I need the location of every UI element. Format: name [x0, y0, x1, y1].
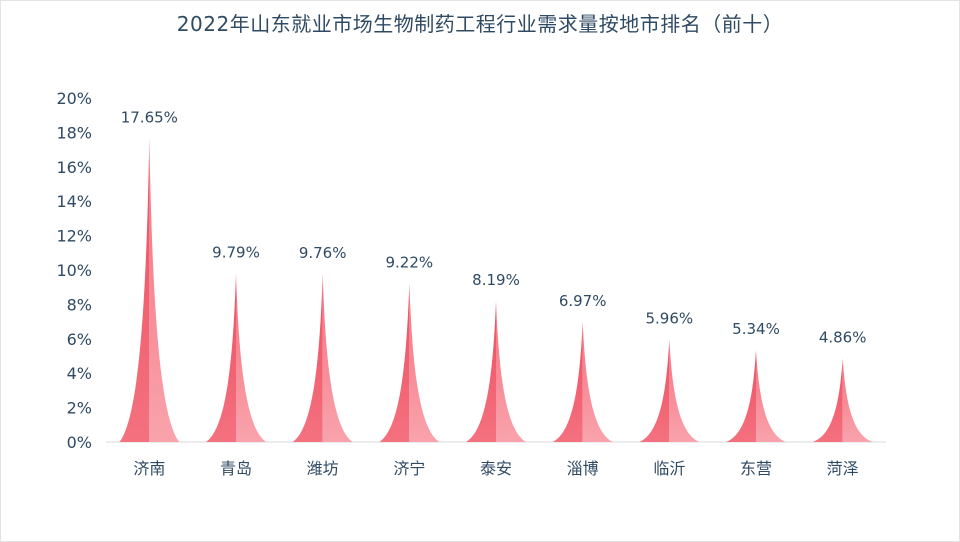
peak-left-face: [726, 350, 756, 442]
peak-bar: [552, 322, 613, 442]
x-tick-label: 青岛: [220, 459, 252, 478]
peak-left-face: [206, 273, 236, 442]
peak-right-face: [756, 350, 786, 442]
peak-bar: [639, 339, 700, 442]
peak-bar: [206, 273, 266, 442]
x-tick-label: 济南: [133, 459, 165, 478]
x-tick-label: 淄博: [567, 459, 599, 478]
y-axis: 0% 2% 4% 6% 8% 10% 12% 14% 16% 18% 20%: [56, 89, 92, 452]
peak-bar: [812, 358, 873, 442]
peak-right-face: [669, 339, 700, 442]
y-tick-label: 6%: [67, 330, 92, 349]
x-axis: 济南 青岛 潍坊 济宁 泰安 淄博 临沂 东营 菏泽: [133, 459, 858, 478]
y-tick-label: 16%: [56, 158, 92, 177]
y-tick-label: 4%: [67, 364, 92, 383]
data-label: 6.97%: [559, 292, 607, 310]
y-tick-label: 8%: [67, 295, 92, 314]
data-label: 9.76%: [299, 244, 347, 262]
peak-right-face: [149, 138, 180, 443]
x-tick-label: 临沂: [653, 459, 685, 478]
data-label: 9.22%: [386, 253, 434, 271]
y-tick-label: 0%: [67, 433, 92, 452]
data-label: 4.86%: [819, 328, 867, 346]
peak-left-face: [292, 274, 323, 442]
y-tick-label: 18%: [56, 123, 92, 142]
data-label: 8.19%: [472, 271, 520, 289]
peak-bar: [119, 138, 180, 443]
y-tick-label: 20%: [56, 89, 92, 108]
peak-right-face: [496, 301, 526, 442]
x-tick-label: 潍坊: [307, 459, 339, 478]
x-tick-label: 泰安: [480, 459, 512, 478]
peak-right-face: [409, 283, 440, 442]
x-tick-label: 菏泽: [827, 459, 859, 478]
peak-left-face: [466, 301, 496, 442]
y-tick-label: 12%: [56, 227, 92, 246]
y-tick-label: 2%: [67, 399, 92, 418]
data-label: 5.96%: [646, 309, 694, 327]
y-tick-label: 10%: [56, 261, 92, 280]
peak-bar: [379, 283, 440, 442]
peak-right-face: [582, 322, 613, 442]
peak-bar: [466, 301, 526, 442]
peak-right-face: [322, 274, 353, 442]
x-tick-label: 济宁: [393, 459, 425, 478]
chart-title: 2022年山东就业市场生物制药工程行业需求量按地市排名（前十）: [176, 12, 784, 36]
data-label: 17.65%: [121, 108, 178, 126]
peak-left-face: [639, 339, 670, 442]
peak-right-face: [842, 358, 873, 442]
data-label: 5.34%: [732, 320, 780, 338]
peak-bar: [726, 350, 786, 442]
peak-left-face: [552, 322, 583, 442]
y-tick-label: 14%: [56, 192, 92, 211]
peaks-group: [119, 138, 873, 443]
peak-right-face: [236, 273, 266, 442]
peak-left-face: [812, 358, 843, 442]
peak-left-face: [119, 138, 150, 443]
peak-bar: [292, 274, 353, 442]
data-labels: 17.65% 9.79% 9.76% 9.22% 8.19% 6.97% 5.96% 5.34…: [121, 108, 867, 346]
peak-left-face: [379, 283, 410, 442]
data-label: 9.79%: [212, 244, 260, 262]
x-tick-label: 东营: [740, 459, 772, 478]
